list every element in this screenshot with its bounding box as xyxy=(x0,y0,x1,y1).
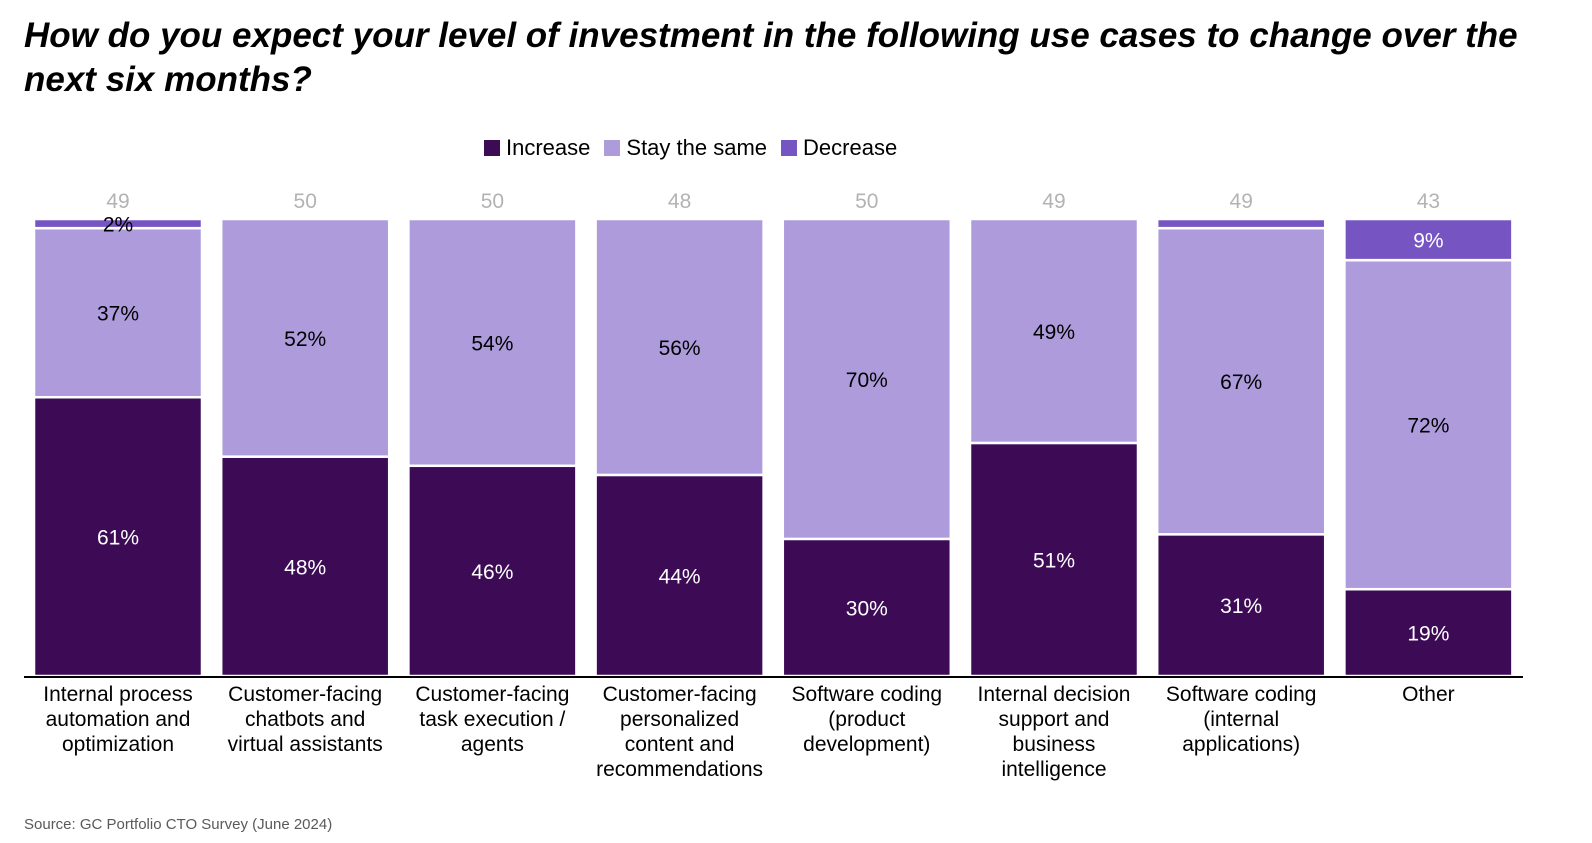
data-label-increase: 61% xyxy=(97,527,139,550)
data-label-stay-the-same: 49% xyxy=(1033,321,1075,344)
category-label-line: content and xyxy=(624,733,735,756)
data-label-stay-the-same: 37% xyxy=(97,303,139,326)
category-label-line: business xyxy=(1012,733,1096,756)
data-label-increase: 44% xyxy=(659,565,701,588)
data-label-stay-the-same: 56% xyxy=(659,337,701,360)
category-label: Customer-facing personalized content and re… xyxy=(592,682,768,782)
category-label: Customer-facing task execution / agents xyxy=(404,682,580,757)
bar-segment-decrease xyxy=(1155,217,1327,230)
category-label: Other xyxy=(1340,682,1516,707)
category-label-line: Internal process xyxy=(43,683,193,706)
category-label: Software coding (internal applications) xyxy=(1153,682,1329,757)
response-count-label: 48 xyxy=(668,190,691,213)
legend-swatch-stay-the-same xyxy=(604,140,621,156)
bar-segment-increase xyxy=(781,537,953,678)
chart-legend: Increase Stay the same Decrease xyxy=(484,134,911,162)
bar-segment-stay-the-same xyxy=(781,217,953,541)
data-label-decrease: 2% xyxy=(103,214,133,237)
bar-segment-stay-the-same xyxy=(1343,258,1514,591)
legend-item-stay-the-same: Stay the same xyxy=(604,135,767,161)
bar-segment-increase xyxy=(407,464,578,678)
chart-title: How do you expect your level of investme… xyxy=(24,16,1518,99)
category-label-line: Software coding xyxy=(791,683,943,706)
category-label-line: Software coding xyxy=(1165,683,1317,706)
response-count-label: 50 xyxy=(855,190,878,213)
response-count-label: 49 xyxy=(106,190,129,213)
data-label-increase: 51% xyxy=(1033,549,1075,572)
bar-segment-stay-the-same xyxy=(968,217,1140,445)
legend-swatch-decrease xyxy=(781,140,798,156)
bar-segment-stay-the-same xyxy=(32,226,204,399)
legend-item-decrease: Decrease xyxy=(781,135,897,161)
category-label-line: optimization xyxy=(61,733,175,756)
category-label-line: personalized xyxy=(620,708,740,731)
data-label-stay-the-same: 70% xyxy=(846,369,888,392)
bar-segment-stay-the-same xyxy=(219,217,391,458)
bar-segment-increase xyxy=(1343,587,1514,678)
category-label-line: virtual assistants xyxy=(227,733,383,756)
category-label-line: (product xyxy=(828,708,906,731)
bar-segment-stay-the-same xyxy=(594,217,765,477)
category-label-line: intelligence xyxy=(1001,758,1107,781)
data-label-stay-the-same: 72% xyxy=(1407,415,1449,438)
category-label-line: Other xyxy=(1402,683,1455,706)
data-label-increase: 31% xyxy=(1220,595,1262,618)
bar-segment-increase xyxy=(968,441,1140,678)
category-label-line: development) xyxy=(803,733,931,756)
category-label: Software coding (product development) xyxy=(779,682,955,757)
data-label-increase: 30% xyxy=(846,597,888,620)
source-note: Source: GC Portfolio CTO Survey (June 20… xyxy=(24,816,333,833)
category-label: Customer-facing chatbots and virtual assis… xyxy=(217,682,393,757)
response-count-label: 50 xyxy=(481,190,504,213)
response-count-label: 49 xyxy=(1230,190,1253,213)
legend-label-stay-the-same: Stay the same xyxy=(626,135,768,160)
category-label: Internal decision support and business inte… xyxy=(966,682,1142,782)
data-label-decrease: 9% xyxy=(1413,230,1443,253)
category-label-line: (internal xyxy=(1203,708,1280,731)
data-label-increase: 48% xyxy=(284,556,326,579)
bar-segment-stay-the-same xyxy=(1155,226,1327,536)
response-count-label: 49 xyxy=(1042,190,1065,213)
data-label-increase: 46% xyxy=(471,561,513,584)
data-label-stay-the-same: 54% xyxy=(471,332,513,355)
category-label-line: task execution / xyxy=(419,708,566,731)
data-label-stay-the-same: 52% xyxy=(284,328,326,351)
response-count-label: 43 xyxy=(1417,190,1440,213)
category-label-line: Customer-facing xyxy=(415,683,570,706)
bar-segment-increase xyxy=(32,395,204,678)
category-label: Internal process automation and optimizati… xyxy=(30,682,206,757)
legend-item-increase: Increase xyxy=(484,135,590,161)
data-label-increase: 19% xyxy=(1407,623,1449,646)
response-count-label: 50 xyxy=(294,190,317,213)
category-label-line: agents xyxy=(460,733,524,756)
legend-label-increase: Increase xyxy=(506,135,591,160)
data-label-stay-the-same: 67% xyxy=(1220,371,1262,394)
legend-label-decrease: Decrease xyxy=(803,135,898,160)
bar-segment-decrease xyxy=(32,217,204,230)
category-label-line: support and xyxy=(998,708,1110,731)
category-label-line: recommendations xyxy=(596,758,764,781)
category-label-line: chatbots and xyxy=(245,708,366,731)
category-label-line: automation and xyxy=(45,708,191,731)
category-label-line: Internal decision xyxy=(977,683,1131,706)
bar-segment-decrease xyxy=(1343,217,1514,262)
bar-segment-stay-the-same xyxy=(407,217,578,468)
category-label-line: Customer-facing xyxy=(228,683,383,706)
category-label-line: Customer-facing xyxy=(602,683,757,706)
legend-swatch-increase xyxy=(484,140,500,156)
category-label-line: applications) xyxy=(1182,733,1301,756)
